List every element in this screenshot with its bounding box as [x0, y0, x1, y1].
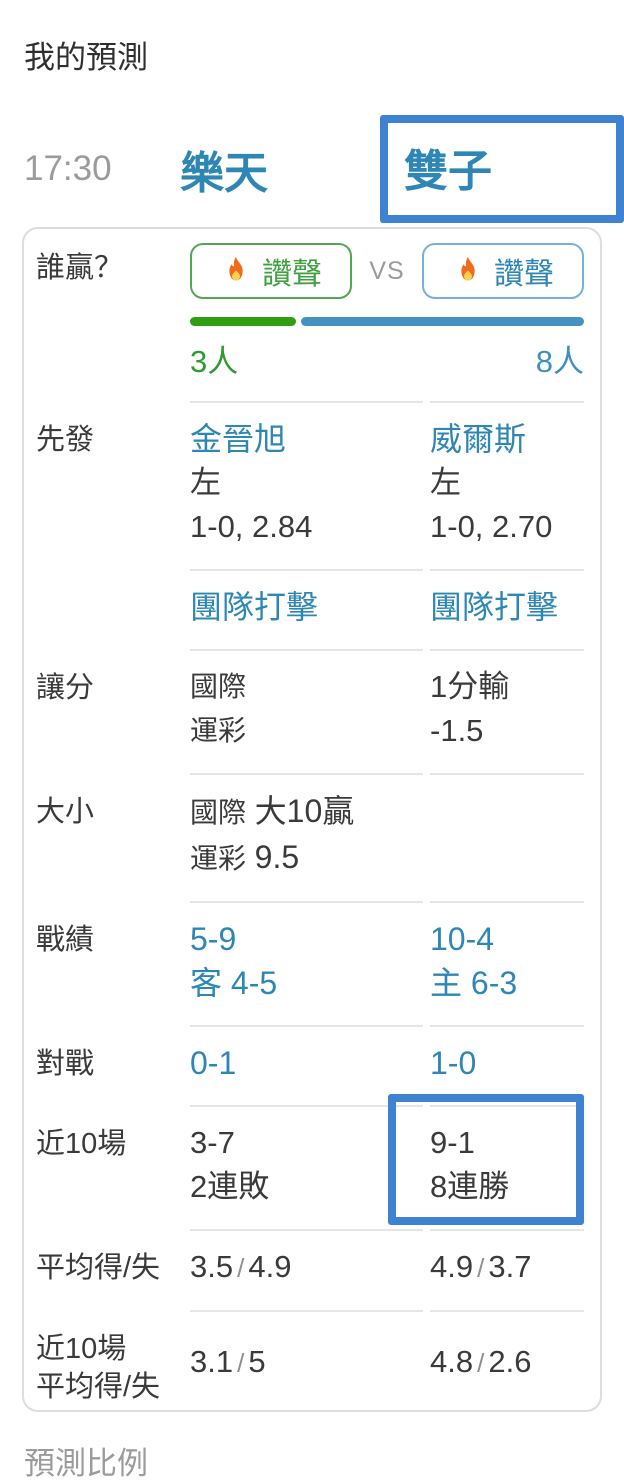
home-avg-allowed: 3.7	[488, 1249, 532, 1284]
home-last10-avg-allowed: 2.6	[488, 1344, 532, 1379]
prediction-ratio-heading: 預測比例	[24, 1446, 148, 1481]
vs-label: vs	[369, 256, 405, 285]
home-record-link[interactable]: 10-4	[430, 921, 495, 957]
handicap-home-value-line2: -1.5	[430, 713, 484, 748]
slash-separator: /	[477, 1348, 485, 1378]
home-last10-avg-scored: 4.8	[430, 1344, 474, 1379]
home-vote-button[interactable]: 讚聲	[421, 243, 584, 299]
vote-bar-away-segment	[190, 317, 297, 326]
over-under-bookmaker-line1: 國際	[190, 797, 247, 828]
team-batting-row: 團隊打擊 團隊打擊	[36, 569, 584, 649]
away-starter-hand: 左	[190, 465, 221, 500]
handicap-label: 讓分	[36, 672, 95, 704]
last10-avg-row: 近10場 平均得/失 3.1/5 4.8/2.6	[36, 1310, 584, 1406]
away-team-name[interactable]: 樂天	[180, 149, 268, 198]
vote-bar-home-segment	[301, 317, 584, 326]
starter-label: 先發	[36, 424, 95, 456]
away-last10-streak: 2連敗	[190, 1169, 270, 1204]
away-record-split-link[interactable]: 客 4-5	[190, 965, 278, 1001]
handicap-away-bookmaker-line2: 運彩	[190, 715, 247, 746]
page-title: 我的預測	[24, 40, 148, 75]
match-stats-card: 誰贏？ 讚聲 vs 讚聲	[22, 227, 602, 1412]
over-under-row: 大小 國際 大10贏 運彩 9.5	[36, 773, 584, 901]
avg-scores-label: 平均得/失	[36, 1252, 161, 1284]
home-last10-streak: 8連勝	[430, 1169, 510, 1204]
over-under-total-line: 9.5	[254, 839, 300, 875]
home-starter-hand: 左	[430, 465, 461, 500]
record-row: 戰績 5-9 客 4-5 10-4 主 6-3	[36, 901, 584, 1025]
home-record-split-link[interactable]: 主 6-3	[430, 965, 518, 1001]
home-head-to-head-link[interactable]: 1-0	[430, 1045, 477, 1081]
over-under-label: 大小	[36, 796, 95, 828]
head-to-head-label: 對戰	[36, 1048, 95, 1080]
slash-separator: /	[237, 1253, 245, 1283]
home-avg-scored: 4.9	[430, 1249, 474, 1284]
last10-avg-label: 近10場 平均得/失	[36, 1310, 190, 1406]
slash-separator: /	[477, 1253, 485, 1283]
away-record-link[interactable]: 5-9	[190, 921, 237, 957]
last10-label: 近10場	[36, 1128, 127, 1160]
vote-ratio-bar	[190, 317, 584, 326]
handicap-row: 讓分 國際 運彩 1分輸 -1.5	[36, 649, 584, 773]
handicap-away-bookmaker-line1: 國際	[190, 671, 247, 702]
away-last10-avg-allowed: 5	[248, 1344, 266, 1379]
last10-avg-label-line2: 平均得/失	[36, 1371, 161, 1403]
record-label: 戰績	[36, 924, 95, 956]
home-vote-button-label: 讚聲	[493, 258, 554, 291]
match-header: 17:30 樂天 雙子	[24, 115, 624, 223]
away-vote-button-label: 讚聲	[262, 258, 322, 291]
home-starter-record: 1-0, 2.70	[430, 509, 553, 544]
away-avg-allowed: 4.9	[248, 1249, 292, 1284]
last10-avg-label-line1: 近10場	[36, 1333, 127, 1365]
fire-icon	[461, 256, 475, 281]
away-avg-scored: 3.5	[190, 1249, 234, 1284]
away-team-batting-link[interactable]: 團隊打擊	[190, 589, 319, 625]
slash-separator: /	[237, 1348, 245, 1378]
away-head-to-head-link[interactable]: 0-1	[190, 1045, 237, 1081]
vote-area: 讚聲 vs 讚聲 3人 8人	[190, 229, 584, 401]
home-team-batting-link[interactable]: 團隊打擊	[430, 589, 559, 625]
avg-scores-row: 平均得/失 3.5/4.9 4.9/3.7	[36, 1229, 584, 1310]
away-starter-record: 1-0, 2.84	[190, 509, 313, 544]
home-team-name[interactable]: 雙子	[404, 147, 492, 196]
home-last10-record: 9-1	[430, 1125, 475, 1160]
vote-row: 誰贏？ 讚聲 vs 讚聲	[36, 229, 584, 401]
vote-question-label: 誰贏？	[36, 252, 124, 284]
away-vote-button[interactable]: 讚聲	[190, 243, 352, 299]
home-vote-count: 8人	[535, 344, 584, 379]
over-under-bookmaker-line2: 運彩	[190, 843, 247, 874]
home-team-highlight-box: 雙子	[380, 115, 624, 223]
head-to-head-row: 對戰 0-1 1-0	[36, 1025, 584, 1105]
away-starter-link[interactable]: 金晉旭	[190, 421, 287, 457]
away-last10-record: 3-7	[190, 1125, 235, 1160]
last10-row: 近10場 3-7 2連敗 9-1 8連勝	[36, 1094, 584, 1229]
handicap-home-value-line1: 1分輸	[430, 669, 510, 704]
fire-icon	[229, 256, 243, 281]
home-starter-link[interactable]: 威爾斯	[430, 421, 527, 457]
away-last10-avg-scored: 3.1	[190, 1344, 234, 1379]
away-vote-count: 3人	[190, 344, 239, 379]
over-under-result: 大10贏	[254, 793, 355, 829]
match-time: 17:30	[24, 149, 112, 188]
starter-row: 先發 金晉旭 左 1-0, 2.84 威爾斯 左 1-0, 2.70	[36, 401, 584, 569]
